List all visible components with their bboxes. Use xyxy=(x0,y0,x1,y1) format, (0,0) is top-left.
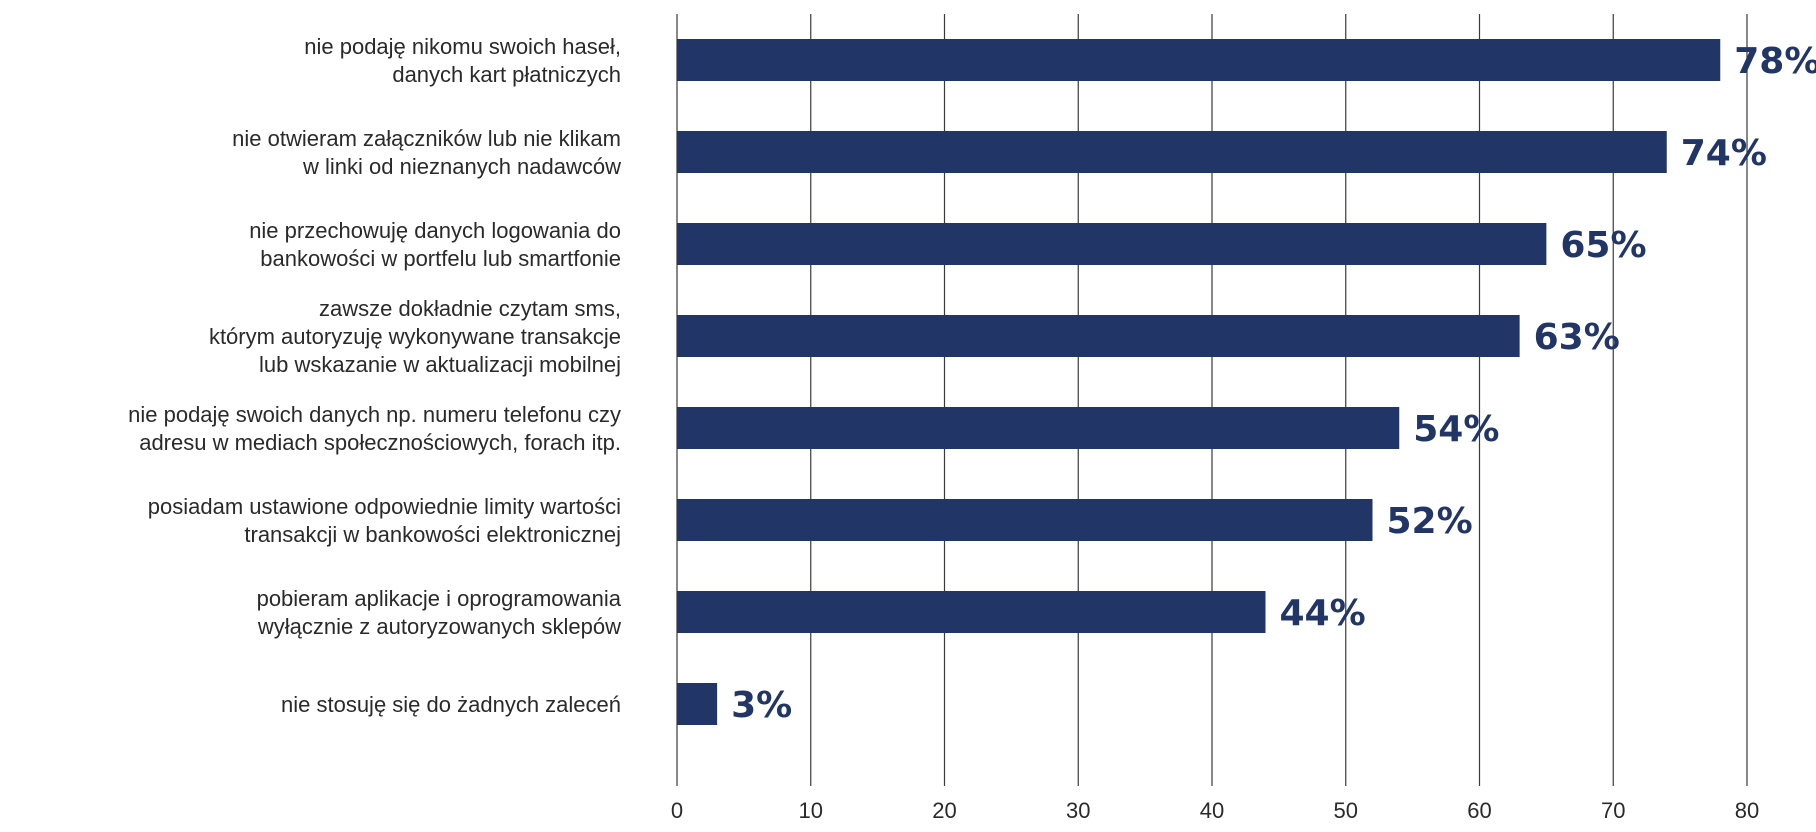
category-label: nie podaję swoich danych np. numeru tele… xyxy=(128,402,621,427)
category-label: nie stosuję się do żadnych zaleceń xyxy=(281,692,621,717)
category-label: danych kart płatniczych xyxy=(392,62,621,87)
value-label: 65% xyxy=(1560,225,1646,266)
x-tick-label: 50 xyxy=(1334,798,1358,823)
category-label: zawsze dokładnie czytam sms, xyxy=(319,296,621,321)
category-label: bankowości w portfelu lub smartfonie xyxy=(260,246,621,271)
category-label: pobieram aplikacje i oprogramowania xyxy=(257,586,622,611)
gridlines xyxy=(676,14,1748,786)
bars xyxy=(677,39,1721,725)
category-label: posiadam ustawione odpowiednie limity wa… xyxy=(148,494,621,519)
x-tick-label: 30 xyxy=(1066,798,1090,823)
value-label: 63% xyxy=(1534,317,1620,358)
bar xyxy=(677,315,1520,357)
bar xyxy=(677,39,1721,81)
x-tick-label: 0 xyxy=(671,798,683,823)
category-label: nie otwieram załączników lub nie klikam xyxy=(232,126,621,151)
category-label: nie przechowuję danych logowania do xyxy=(249,218,621,243)
bar xyxy=(677,223,1547,265)
category-labels: nie podaję nikomu swoich haseł, danych ka… xyxy=(128,34,622,717)
category-label: lub wskazanie w aktualizacji mobilnej xyxy=(259,352,621,377)
x-axis-tick-labels: 0 10 20 30 40 50 60 70 80 xyxy=(671,798,1759,823)
category-label: w linki od nieznanych nadawców xyxy=(302,154,621,179)
category-label: nie podaję nikomu swoich haseł, xyxy=(304,34,621,59)
bar xyxy=(677,131,1667,173)
category-label: adresu w mediach społecznościowych, fora… xyxy=(139,430,621,455)
value-label: 52% xyxy=(1387,501,1473,542)
value-label: 44% xyxy=(1280,593,1366,634)
x-tick-label: 40 xyxy=(1200,798,1224,823)
value-label: 3% xyxy=(731,685,792,726)
x-tick-label: 60 xyxy=(1467,798,1491,823)
category-label: wyłącznie z autoryzowanych sklepów xyxy=(257,614,621,639)
value-label: 74% xyxy=(1681,133,1767,174)
category-label: transakcji w bankowości elektronicznej xyxy=(244,522,621,547)
x-tick-label: 70 xyxy=(1601,798,1625,823)
category-label: którym autoryzuję wykonywane transakcje xyxy=(209,324,621,349)
value-label: 54% xyxy=(1413,409,1499,450)
bar xyxy=(677,407,1400,449)
x-tick-label: 80 xyxy=(1735,798,1759,823)
bar xyxy=(677,591,1266,633)
x-tick-label: 10 xyxy=(799,798,823,823)
x-tick-label: 20 xyxy=(932,798,956,823)
value-label: 78% xyxy=(1734,41,1816,82)
bar xyxy=(677,683,718,725)
value-labels: 78% 74% 65% 63% 54% 52% 44% 3% xyxy=(731,41,1816,726)
bar xyxy=(677,499,1373,541)
